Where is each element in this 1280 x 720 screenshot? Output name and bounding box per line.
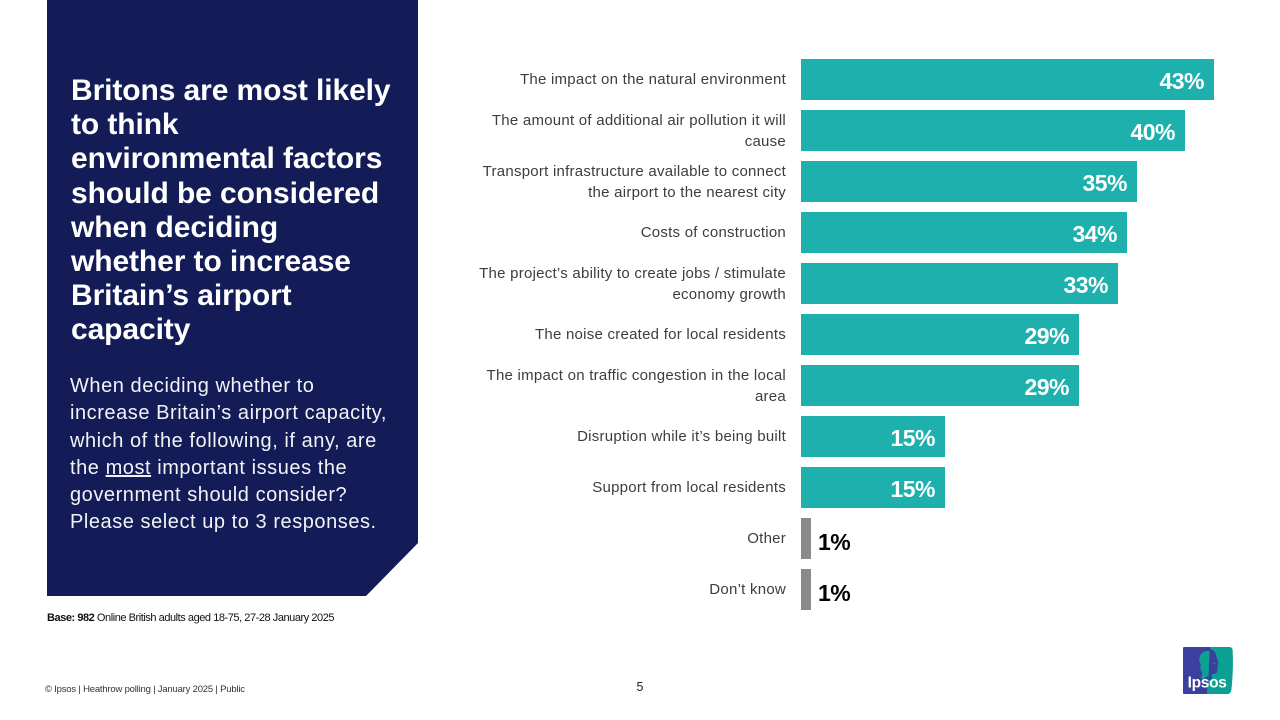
svg-text:Ipsos: Ipsos [1188,675,1227,692]
